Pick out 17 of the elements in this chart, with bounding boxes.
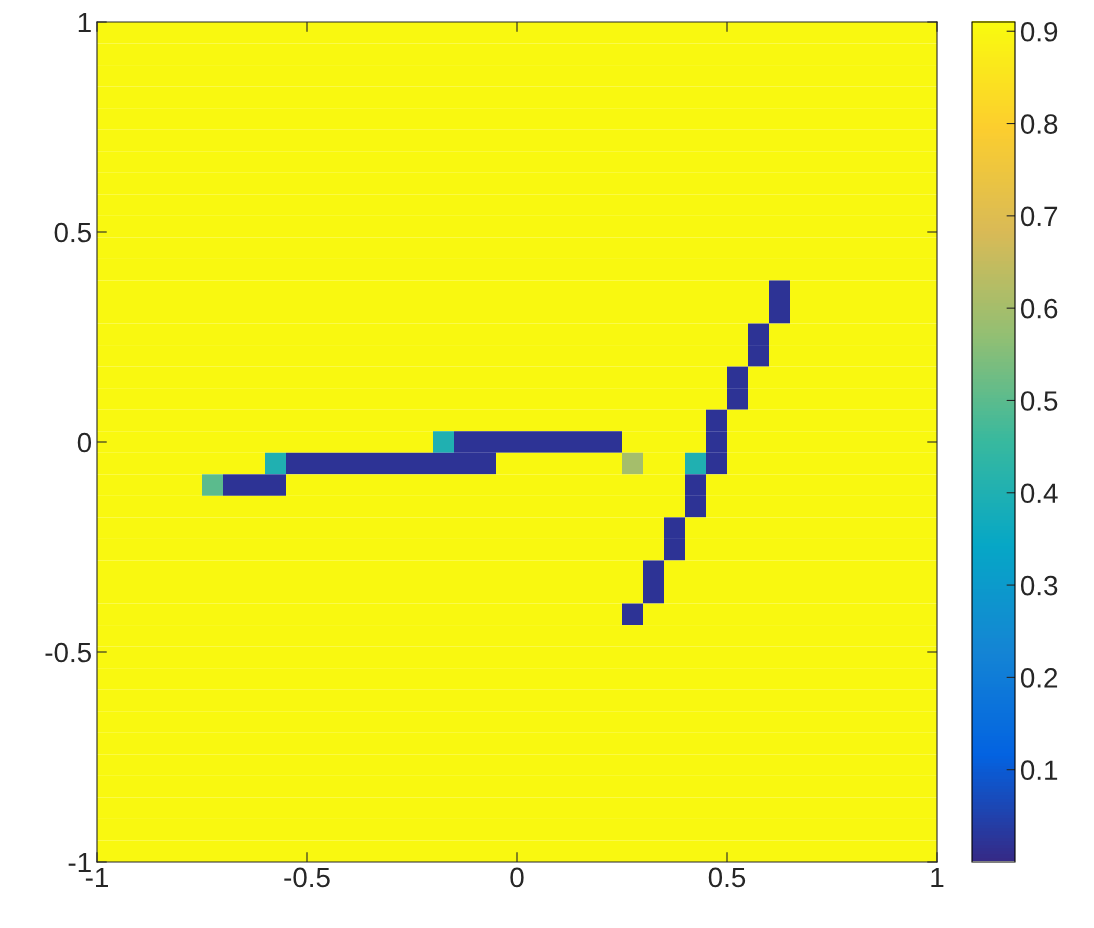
color-bar-label: 0.5 xyxy=(1020,391,1058,411)
color-bar-label: 0.9 xyxy=(1020,21,1058,42)
color-bar-label: 0.3 xyxy=(1020,575,1058,596)
color-bar-label: 0.8 xyxy=(1020,114,1058,134)
x-tick-label: 0.5 xyxy=(708,867,746,888)
color-bar-label: 0.4 xyxy=(1020,483,1058,504)
x-tick-label: 0 xyxy=(510,867,524,888)
color-bar-label: 0.1 xyxy=(1020,760,1058,781)
y-tick-label: 1 xyxy=(78,12,91,33)
y-tick-label: -0.5 xyxy=(45,642,91,663)
y-tick-label: 0 xyxy=(77,432,92,453)
x-tick-label: -0.5 xyxy=(284,867,330,888)
color-bar-label: 0.2 xyxy=(1020,668,1058,688)
x-tick-label: 1 xyxy=(931,867,944,887)
color-bar-label: 0.7 xyxy=(1020,206,1058,227)
y-tick-label: 0.5 xyxy=(54,222,91,243)
color-bar-label: 0.6 xyxy=(1020,298,1058,319)
